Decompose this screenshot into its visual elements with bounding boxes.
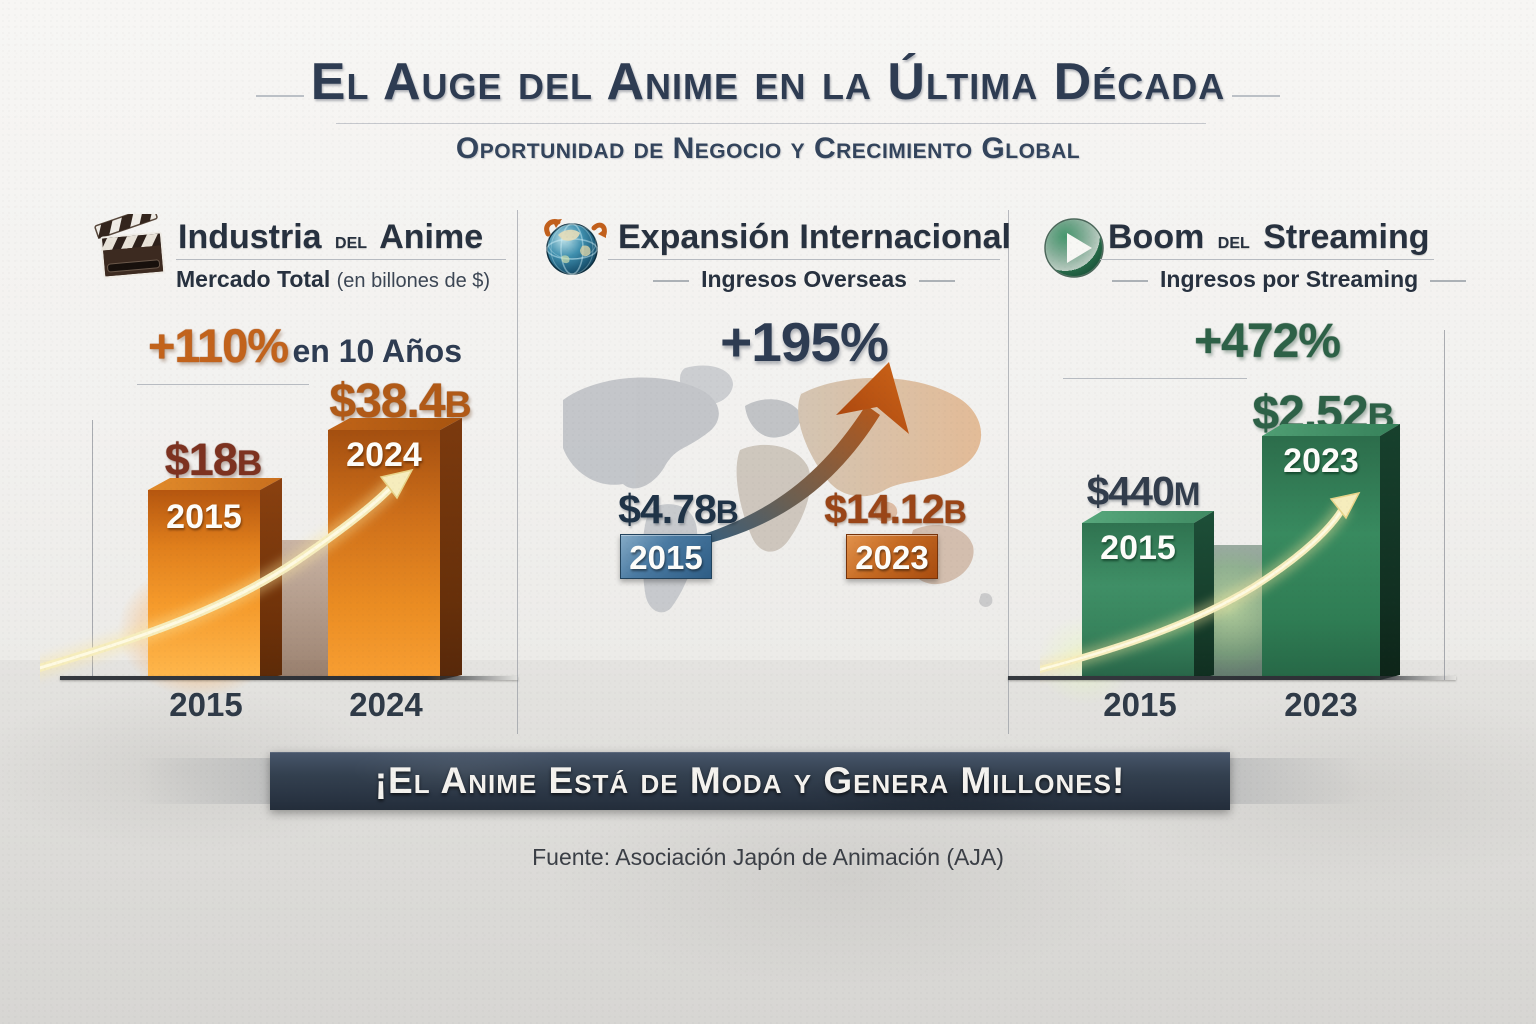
panel1-title-rule: [176, 259, 506, 260]
panel2-subtitle: Ingresos Overseas: [608, 266, 1000, 293]
panel3-bar-2015: 2015: [1082, 511, 1214, 680]
panel3-title: Boom del Streaming: [1108, 218, 1430, 257]
banner-edge-left: [138, 758, 270, 804]
panel1-y-axis: [92, 420, 93, 678]
panel3-growth: +472%: [1100, 314, 1434, 369]
panel2-value-2023-amount: $14.12: [824, 486, 944, 532]
panel2-title: Expansión Internacional: [618, 218, 1011, 257]
panel2-title-rule: [608, 259, 1000, 260]
source-text: Fuente: Asociación Japón de Animación (A…: [532, 844, 1004, 870]
panel1-subtitle-strong: Mercado Total: [176, 266, 331, 292]
page-title: El Auge del Anime en la Última Década: [310, 53, 1226, 111]
panel1-title: Industria del Anime: [178, 218, 483, 257]
panel3-axis-label-2023: 2023: [1284, 686, 1358, 723]
panel3-bar-2023-year: 2023: [1283, 442, 1359, 480]
background-bottom-texture: [0, 660, 1536, 1024]
panel1-bar-2015-top-face: [148, 478, 282, 490]
title-underline: [336, 123, 1206, 124]
panel1-title-mid: del: [335, 227, 368, 253]
panel1-bar-2015-year: 2015: [166, 498, 242, 536]
panel3-title-rule: [1100, 259, 1434, 260]
page-subtitle: Oportunidad de Negocio y Crecimiento Glo…: [455, 132, 1081, 165]
panel2-value-2023: $14.12B: [820, 486, 970, 533]
panel1-bar-2024: 2024: [328, 418, 462, 680]
panel2-year-badge-2015: 2015: [620, 534, 712, 579]
banner-ribbon: ¡El Anime Está de Moda y Genera Millones…: [270, 752, 1230, 810]
panel1-bar-2024-year: 2024: [346, 436, 422, 474]
panel3-bar-2023: 2023: [1262, 424, 1400, 680]
panel-divider-right: [1008, 210, 1009, 734]
panel3-value-2015-unit: M: [1173, 476, 1201, 512]
panel3-value-2015-amount: $440: [1086, 468, 1175, 514]
panel1-title-a: Industria: [178, 218, 322, 256]
title-flank-line-left: [256, 95, 304, 97]
panel2-value-2015: $4.78B: [613, 486, 743, 533]
panel1-axis-label-2015: 2015: [169, 686, 243, 723]
panel2-title-a: Expansión Internacional: [618, 218, 1011, 256]
panel3-x-axis: [1008, 676, 1456, 680]
panel3-bar-2015-year: 2015: [1100, 529, 1176, 567]
panel-divider-left: [517, 210, 518, 734]
panel2-value-2023-unit: B: [943, 494, 967, 530]
panel3-bar-2023-top-face: [1262, 424, 1400, 436]
panel1-growth-suffix: en 10 Años: [292, 333, 463, 369]
panel3-growth-value: +472%: [1194, 315, 1341, 368]
panel2-growth: +195%: [608, 310, 1000, 374]
panel1-growth-underline: [137, 384, 309, 385]
panel2-value-2015-amount: $4.78: [618, 486, 717, 532]
globe-icon: [538, 212, 608, 282]
panel3-bar-2015-top-face: [1082, 511, 1214, 523]
panel2-subtitle-dash-left: [653, 279, 690, 282]
panel1-growth-value: +110%: [147, 319, 289, 372]
title-flank-line-right: [1232, 95, 1280, 97]
panel1-axis-label-2024: 2024: [349, 686, 423, 723]
panel1-subtitle: Mercado Total (en billones de $): [176, 266, 490, 293]
banner-edge-right: [1230, 758, 1362, 804]
panel3-value-2015: $440M: [1068, 468, 1218, 515]
panel3-subtitle-dash-right: [1430, 279, 1467, 282]
panel1-bar-2024-side-face: [440, 418, 462, 680]
panel1-x-axis: [60, 676, 518, 680]
panel3-title-c: Streaming: [1263, 218, 1430, 256]
panel3-right-axis: [1444, 330, 1445, 680]
panel2-growth-value: +195%: [720, 311, 889, 373]
panel2-subtitle-strong: Ingresos Overseas: [701, 266, 907, 292]
panel1-bar-2024-top-face: [328, 418, 462, 430]
clapperboard-icon: [94, 214, 170, 282]
panel1-bar-2015: 2015: [148, 478, 282, 680]
panel1-title-c: Anime: [379, 218, 484, 256]
panel2-subtitle-dash-right: [918, 279, 955, 282]
panel3-growth-underline: [1063, 378, 1247, 379]
panel3-subtitle-strong: Ingresos por Streaming: [1160, 266, 1419, 292]
play-icon: [1042, 216, 1106, 280]
panel3-bar-2023-side-face: [1380, 424, 1400, 680]
panel2-year-badge-2023: 2023: [846, 534, 938, 579]
panel3-subtitle: Ingresos por Streaming: [1100, 266, 1467, 293]
panel1-growth: +110% en 10 Años: [90, 318, 520, 373]
panel3-title-a: Boom: [1108, 218, 1205, 256]
panel2-value-2015-unit: B: [715, 494, 739, 530]
panel1-subtitle-note: (en billones de $): [336, 270, 491, 292]
banner-text: ¡El Anime Está de Moda y Genera Millones…: [374, 760, 1126, 801]
panel3-axis-label-2015: 2015: [1103, 686, 1177, 723]
panel1-bar-2015-side-face: [260, 478, 282, 680]
panel3-title-mid: del: [1217, 227, 1250, 253]
panel3-bar-2015-side-face: [1194, 511, 1214, 680]
panel3-subtitle-dash-left: [1112, 279, 1148, 282]
